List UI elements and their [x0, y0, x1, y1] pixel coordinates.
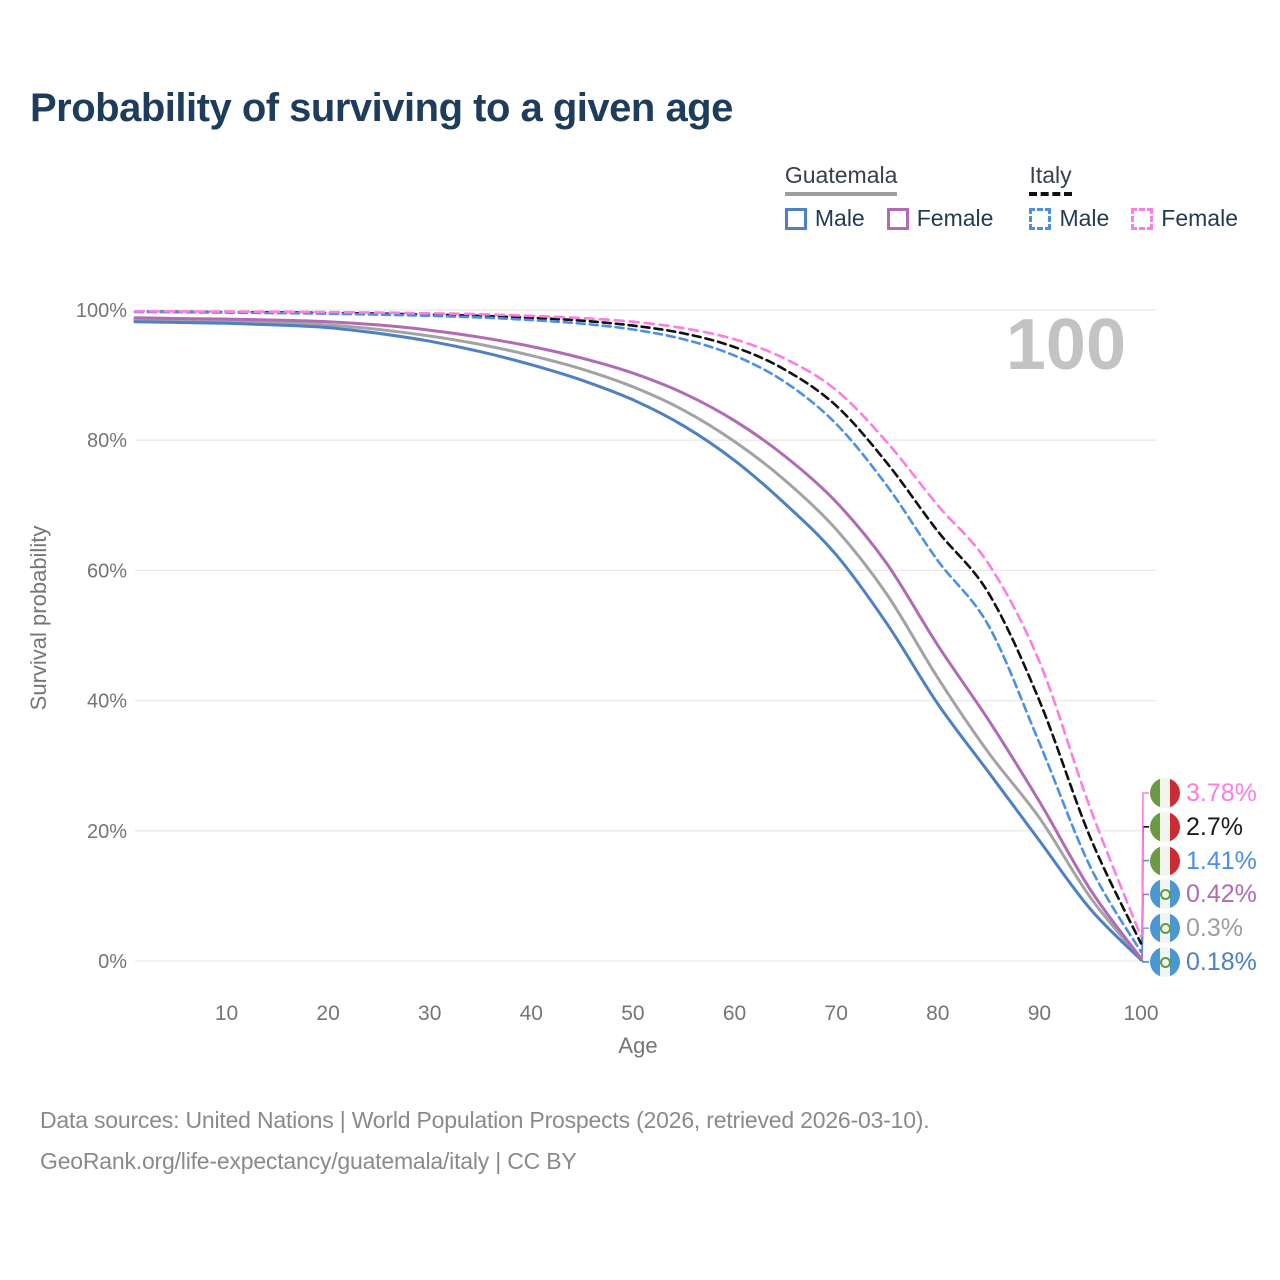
italy-flag-icon [1150, 812, 1180, 842]
gridlines [135, 309, 1156, 962]
guatemala-male-swatch-icon [784, 207, 807, 230]
x-tick-label: 10 [215, 1002, 238, 1025]
end-label-value: 0.3% [1186, 913, 1243, 942]
end-label-row-italy-3.78%[interactable]: 3.78% [1150, 776, 1257, 810]
series-line-italy-female[interactable] [133, 310, 1143, 938]
guatemala-emblem-icon [1159, 922, 1171, 934]
legend-label-italy-female: Female [1161, 205, 1238, 231]
page-title: Probability of surviving to a given age [30, 86, 733, 130]
end-label-value: 1.41% [1186, 846, 1257, 875]
x-tick-label: 100 [1123, 1002, 1158, 1025]
legend-item-guatemala-male[interactable]: Male [784, 205, 865, 232]
end-label-row-guatemala-0.18%[interactable]: 0.18% [1150, 945, 1257, 979]
y-tick-label: 40% [87, 691, 127, 713]
footer: Data sources: United Nations | World Pop… [40, 1100, 930, 1182]
x-tick-label: 70 [825, 1002, 848, 1025]
series-line-guatemala-female[interactable] [133, 316, 1143, 960]
x-tick-label: 50 [621, 1002, 644, 1025]
y-tick-label: 0% [98, 951, 127, 973]
legend-items-italy: Male Female [1029, 205, 1238, 232]
y-axis-title: Survival probability [26, 526, 51, 711]
legend-label-guatemala-female: Female [916, 205, 994, 231]
italy-female-swatch-icon [1131, 207, 1154, 230]
guatemala-female-swatch-icon [886, 207, 909, 230]
x-tick-label: 80 [926, 1002, 949, 1025]
series-lines [133, 310, 1143, 962]
x-tick-label: 60 [723, 1002, 746, 1025]
end-label-value: 3.78% [1186, 778, 1257, 807]
end-label-value: 0.42% [1186, 879, 1257, 908]
italy-flag-icon [1150, 846, 1180, 876]
x-tick-label: 90 [1028, 1002, 1051, 1025]
guatemala-emblem-icon [1159, 888, 1171, 900]
legend-label-italy-male: Male [1059, 205, 1110, 231]
end-label-value: 2.7% [1186, 812, 1243, 841]
series-line-guatemala-both[interactable] [133, 318, 1143, 961]
axis-labels: 0% 20% 40% 60% 80% 100% 10 20 30 40 50 60 70 80 90 100 [76, 300, 1159, 1025]
legend-items-guatemala: Male Female [784, 205, 994, 232]
series-line-italy-male[interactable] [133, 310, 1143, 954]
y-tick-label: 60% [87, 560, 127, 582]
age-counter-watermark: 100 [1006, 305, 1126, 385]
series-line-guatemala-male[interactable] [133, 320, 1143, 962]
legend-country-italy[interactable]: Italy [1029, 162, 1072, 196]
end-label-row-guatemala-0.3%[interactable]: 0.3% [1150, 911, 1243, 945]
italy-flag-icon [1150, 778, 1180, 808]
end-label-row-guatemala-0.42%[interactable]: 0.42% [1150, 877, 1257, 911]
legend-label-guatemala-male: Male [814, 205, 865, 231]
end-label-row-italy-2.7%[interactable]: 2.7% [1150, 810, 1243, 844]
footer-sources: Data sources: United Nations | World Pop… [40, 1107, 930, 1133]
legend-item-guatemala-female[interactable]: Female [886, 205, 994, 232]
guatemala-flag-icon [1150, 879, 1180, 909]
legend-group-guatemala: Guatemala Male Female [784, 162, 994, 232]
y-tick-label: 80% [87, 430, 127, 452]
legend-item-italy-female[interactable]: Female [1131, 205, 1238, 232]
end-label-row-italy-1.41%[interactable]: 1.41% [1150, 844, 1257, 878]
y-tick-label: 100% [76, 300, 127, 322]
guatemala-flag-icon [1150, 947, 1180, 977]
connector-italy-female [1141, 792, 1149, 937]
legend-country-guatemala[interactable]: Guatemala [784, 162, 898, 196]
x-tick-label: 20 [316, 1002, 339, 1025]
x-axis-title: Age [618, 1033, 657, 1058]
x-tick-label: 30 [418, 1002, 441, 1025]
x-tick-label: 40 [520, 1002, 543, 1025]
italy-male-swatch-icon [1029, 207, 1052, 230]
legend: Guatemala Male Female Italy Male [784, 162, 1238, 232]
guatemala-flag-icon [1150, 913, 1180, 943]
guatemala-emblem-icon [1159, 956, 1171, 968]
legend-item-italy-male[interactable]: Male [1029, 205, 1109, 232]
end-label-value: 0.18% [1186, 947, 1257, 976]
connector-guatemala-male [1141, 959, 1149, 963]
y-tick-label: 20% [87, 821, 127, 843]
footer-attribution: GeoRank.org/life-expectancy/guatemala/it… [40, 1148, 577, 1174]
label-connectors [1141, 792, 1149, 963]
legend-group-italy: Italy Male Female [1029, 162, 1238, 232]
